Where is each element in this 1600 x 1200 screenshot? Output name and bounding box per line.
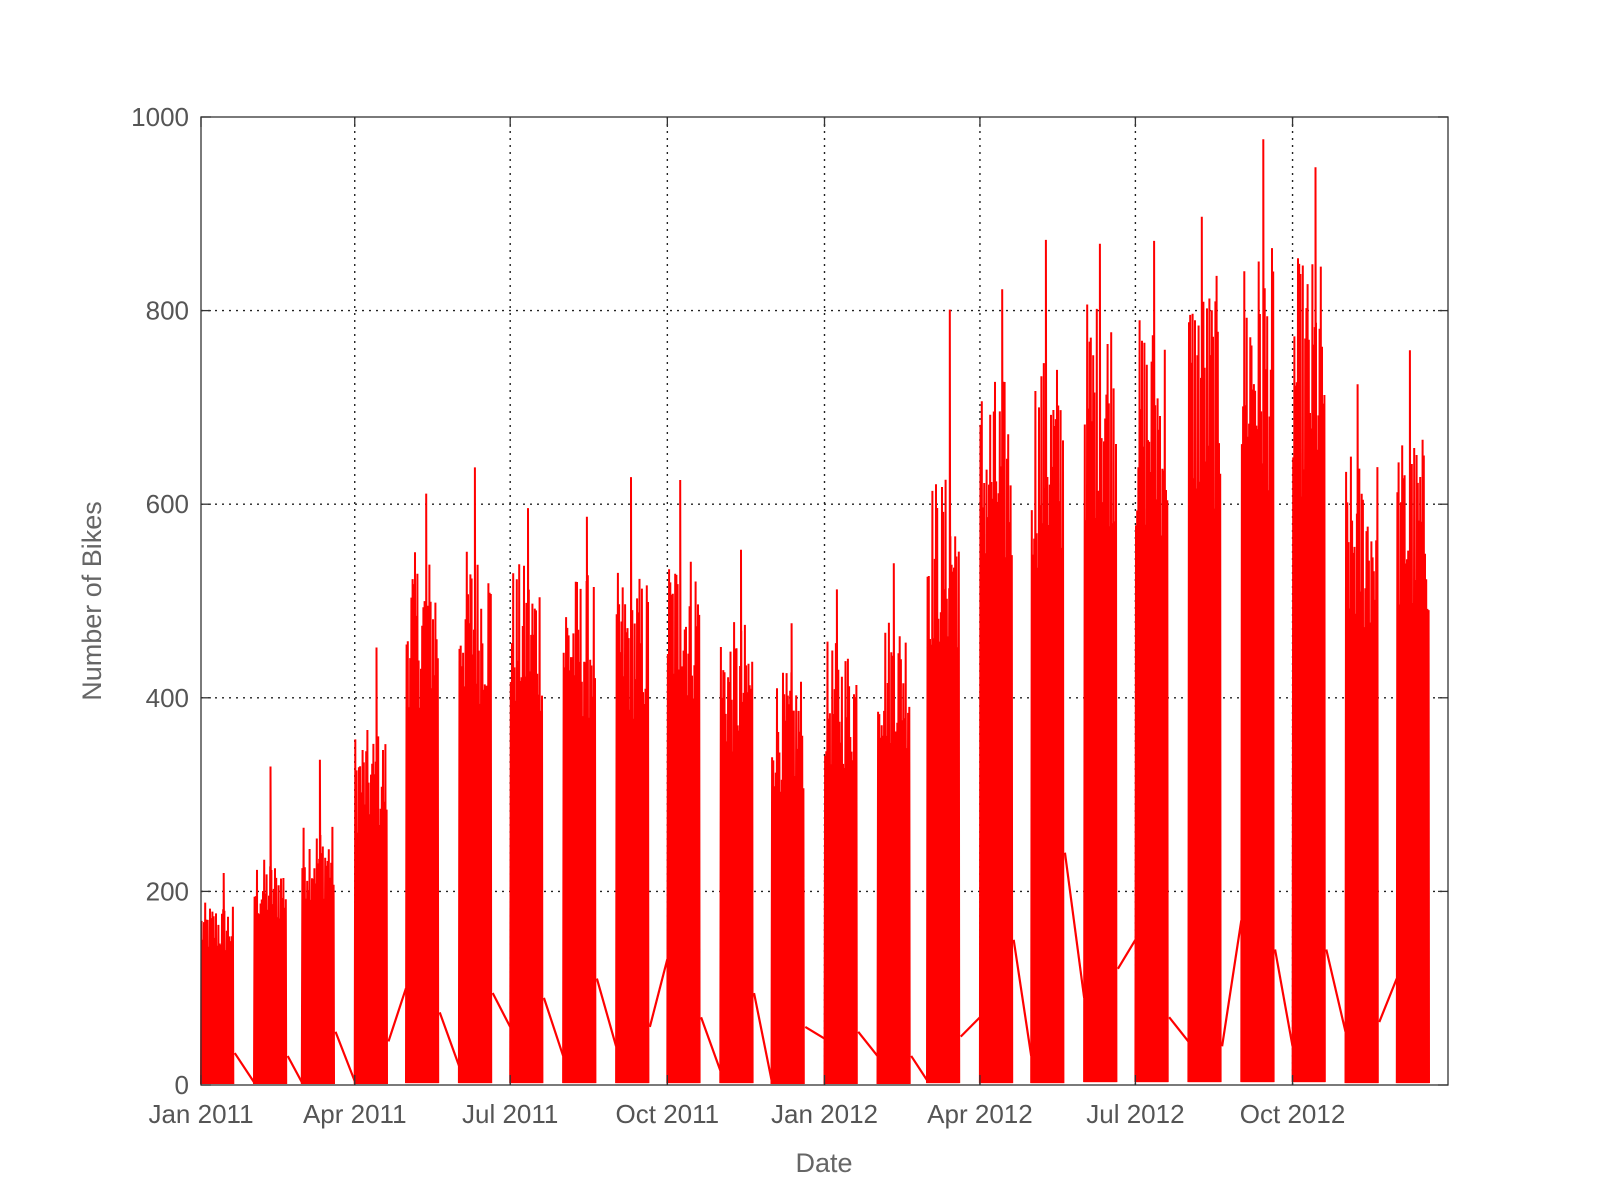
- monthly-burst: [1291, 167, 1326, 1083]
- burst-spikes: [1291, 167, 1326, 1083]
- burst-spikes: [300, 759, 335, 1085]
- monthly-burst: [666, 479, 701, 1084]
- y-tick-label: 0: [175, 1070, 189, 1100]
- monthly-burst: [1240, 139, 1275, 1083]
- burst-spikes: [509, 508, 544, 1084]
- burst-spikes: [876, 563, 911, 1085]
- inter-month-segment: [1063, 852, 1086, 999]
- burst-spikes: [200, 872, 235, 1085]
- inter-month-segment: [334, 1031, 356, 1082]
- x-axis-tick-labels: Jan 2011 Apr 2011 Jul 2011 Oct 2011 Jan 2012…: [148, 1099, 1345, 1129]
- inter-month-segment: [752, 992, 773, 1081]
- inter-month-segment: [700, 1016, 722, 1071]
- bike-count-series: [200, 139, 1430, 1085]
- burst-spikes: [1240, 139, 1275, 1083]
- inter-month-segment: [857, 1031, 879, 1057]
- burst-spikes: [615, 477, 650, 1084]
- monthly-burst: [719, 549, 754, 1084]
- inter-month-segment: [438, 1012, 460, 1067]
- burst-spikes: [823, 589, 858, 1085]
- monthly-burst: [1083, 243, 1118, 1083]
- burst-spikes: [770, 623, 805, 1085]
- y-tick-label: 1000: [131, 102, 189, 132]
- monthly-burst: [200, 872, 235, 1085]
- monthly-burst: [353, 647, 388, 1085]
- monthly-burst: [1134, 240, 1169, 1083]
- burst-spikes: [1134, 240, 1169, 1083]
- monthly-burst: [876, 563, 911, 1085]
- monthly-burst: [1030, 239, 1065, 1084]
- inter-month-segment: [491, 992, 512, 1028]
- inter-month-segment: [387, 987, 408, 1042]
- inter-month-segment: [804, 1025, 826, 1040]
- inter-month-segment: [595, 978, 618, 1047]
- x-tick-label: Jan 2012: [771, 1099, 878, 1129]
- burst-spikes: [1187, 216, 1222, 1083]
- monthly-burst: [823, 589, 858, 1085]
- monthly-burst: [1395, 350, 1430, 1084]
- monthly-burst: [509, 508, 544, 1084]
- x-tick-label: Apr 2012: [927, 1099, 1033, 1129]
- monthly-burst: [1187, 216, 1222, 1083]
- y-tick-label: 600: [146, 489, 189, 519]
- burst-spikes: [719, 549, 754, 1084]
- y-tick-label: 400: [146, 683, 189, 713]
- x-tick-label: Apr 2011: [303, 1099, 407, 1129]
- x-tick-label: Jan 2011: [148, 1099, 253, 1129]
- axis-ticks: [200, 116, 1448, 1086]
- burst-spikes: [457, 467, 493, 1084]
- burst-spikes: [1030, 239, 1065, 1084]
- x-axis-title: Date: [795, 1148, 852, 1178]
- y-tick-label: 800: [146, 296, 189, 326]
- monthly-burst: [405, 493, 440, 1084]
- burst-spikes: [253, 766, 288, 1085]
- monthly-burst: [978, 289, 1014, 1084]
- burst-spikes: [1344, 384, 1379, 1084]
- inter-month-segment: [910, 1055, 928, 1081]
- monthly-burst: [457, 467, 493, 1084]
- x-tick-label: Oct 2012: [1240, 1099, 1346, 1129]
- y-axis-tick-labels: 0 200 400 600 800 1000: [131, 102, 189, 1100]
- x-tick-label: Jul 2012: [1086, 1099, 1184, 1129]
- burst-spikes: [926, 309, 961, 1084]
- burst-spikes: [562, 516, 597, 1084]
- burst-spikes: [353, 647, 388, 1085]
- inter-month-segment: [1378, 978, 1398, 1023]
- burst-spikes: [978, 289, 1014, 1084]
- inter-month-segment: [1273, 949, 1294, 1047]
- x-tick-label: Oct 2011: [616, 1099, 720, 1129]
- inter-month-segment: [1221, 920, 1243, 1047]
- burst-spikes: [1083, 243, 1118, 1083]
- inter-month-segment: [1168, 1016, 1190, 1043]
- inter-month-segment: [1116, 939, 1137, 970]
- x-tick-label: Jul 2011: [462, 1099, 558, 1129]
- inter-month-segment: [1325, 949, 1347, 1033]
- y-tick-label: 200: [146, 876, 189, 906]
- burst-spikes: [1395, 350, 1430, 1084]
- monthly-burst: [615, 477, 650, 1084]
- burst-spikes: [405, 493, 440, 1084]
- inter-month-segment: [648, 958, 669, 1028]
- inter-month-segment: [233, 1052, 255, 1083]
- monthly-burst: [1344, 384, 1379, 1084]
- inter-month-segment: [542, 997, 565, 1057]
- inter-month-segment: [1012, 939, 1033, 1057]
- y-axis-title: Number of Bikes: [77, 501, 107, 701]
- burst-spikes: [666, 479, 701, 1084]
- monthly-burst: [562, 516, 597, 1084]
- inter-month-segment: [286, 1055, 303, 1083]
- monthly-burst: [300, 759, 335, 1085]
- monthly-burst: [926, 309, 961, 1084]
- monthly-burst: [253, 766, 288, 1085]
- monthly-burst: [770, 623, 805, 1085]
- inter-month-segment: [959, 1016, 981, 1038]
